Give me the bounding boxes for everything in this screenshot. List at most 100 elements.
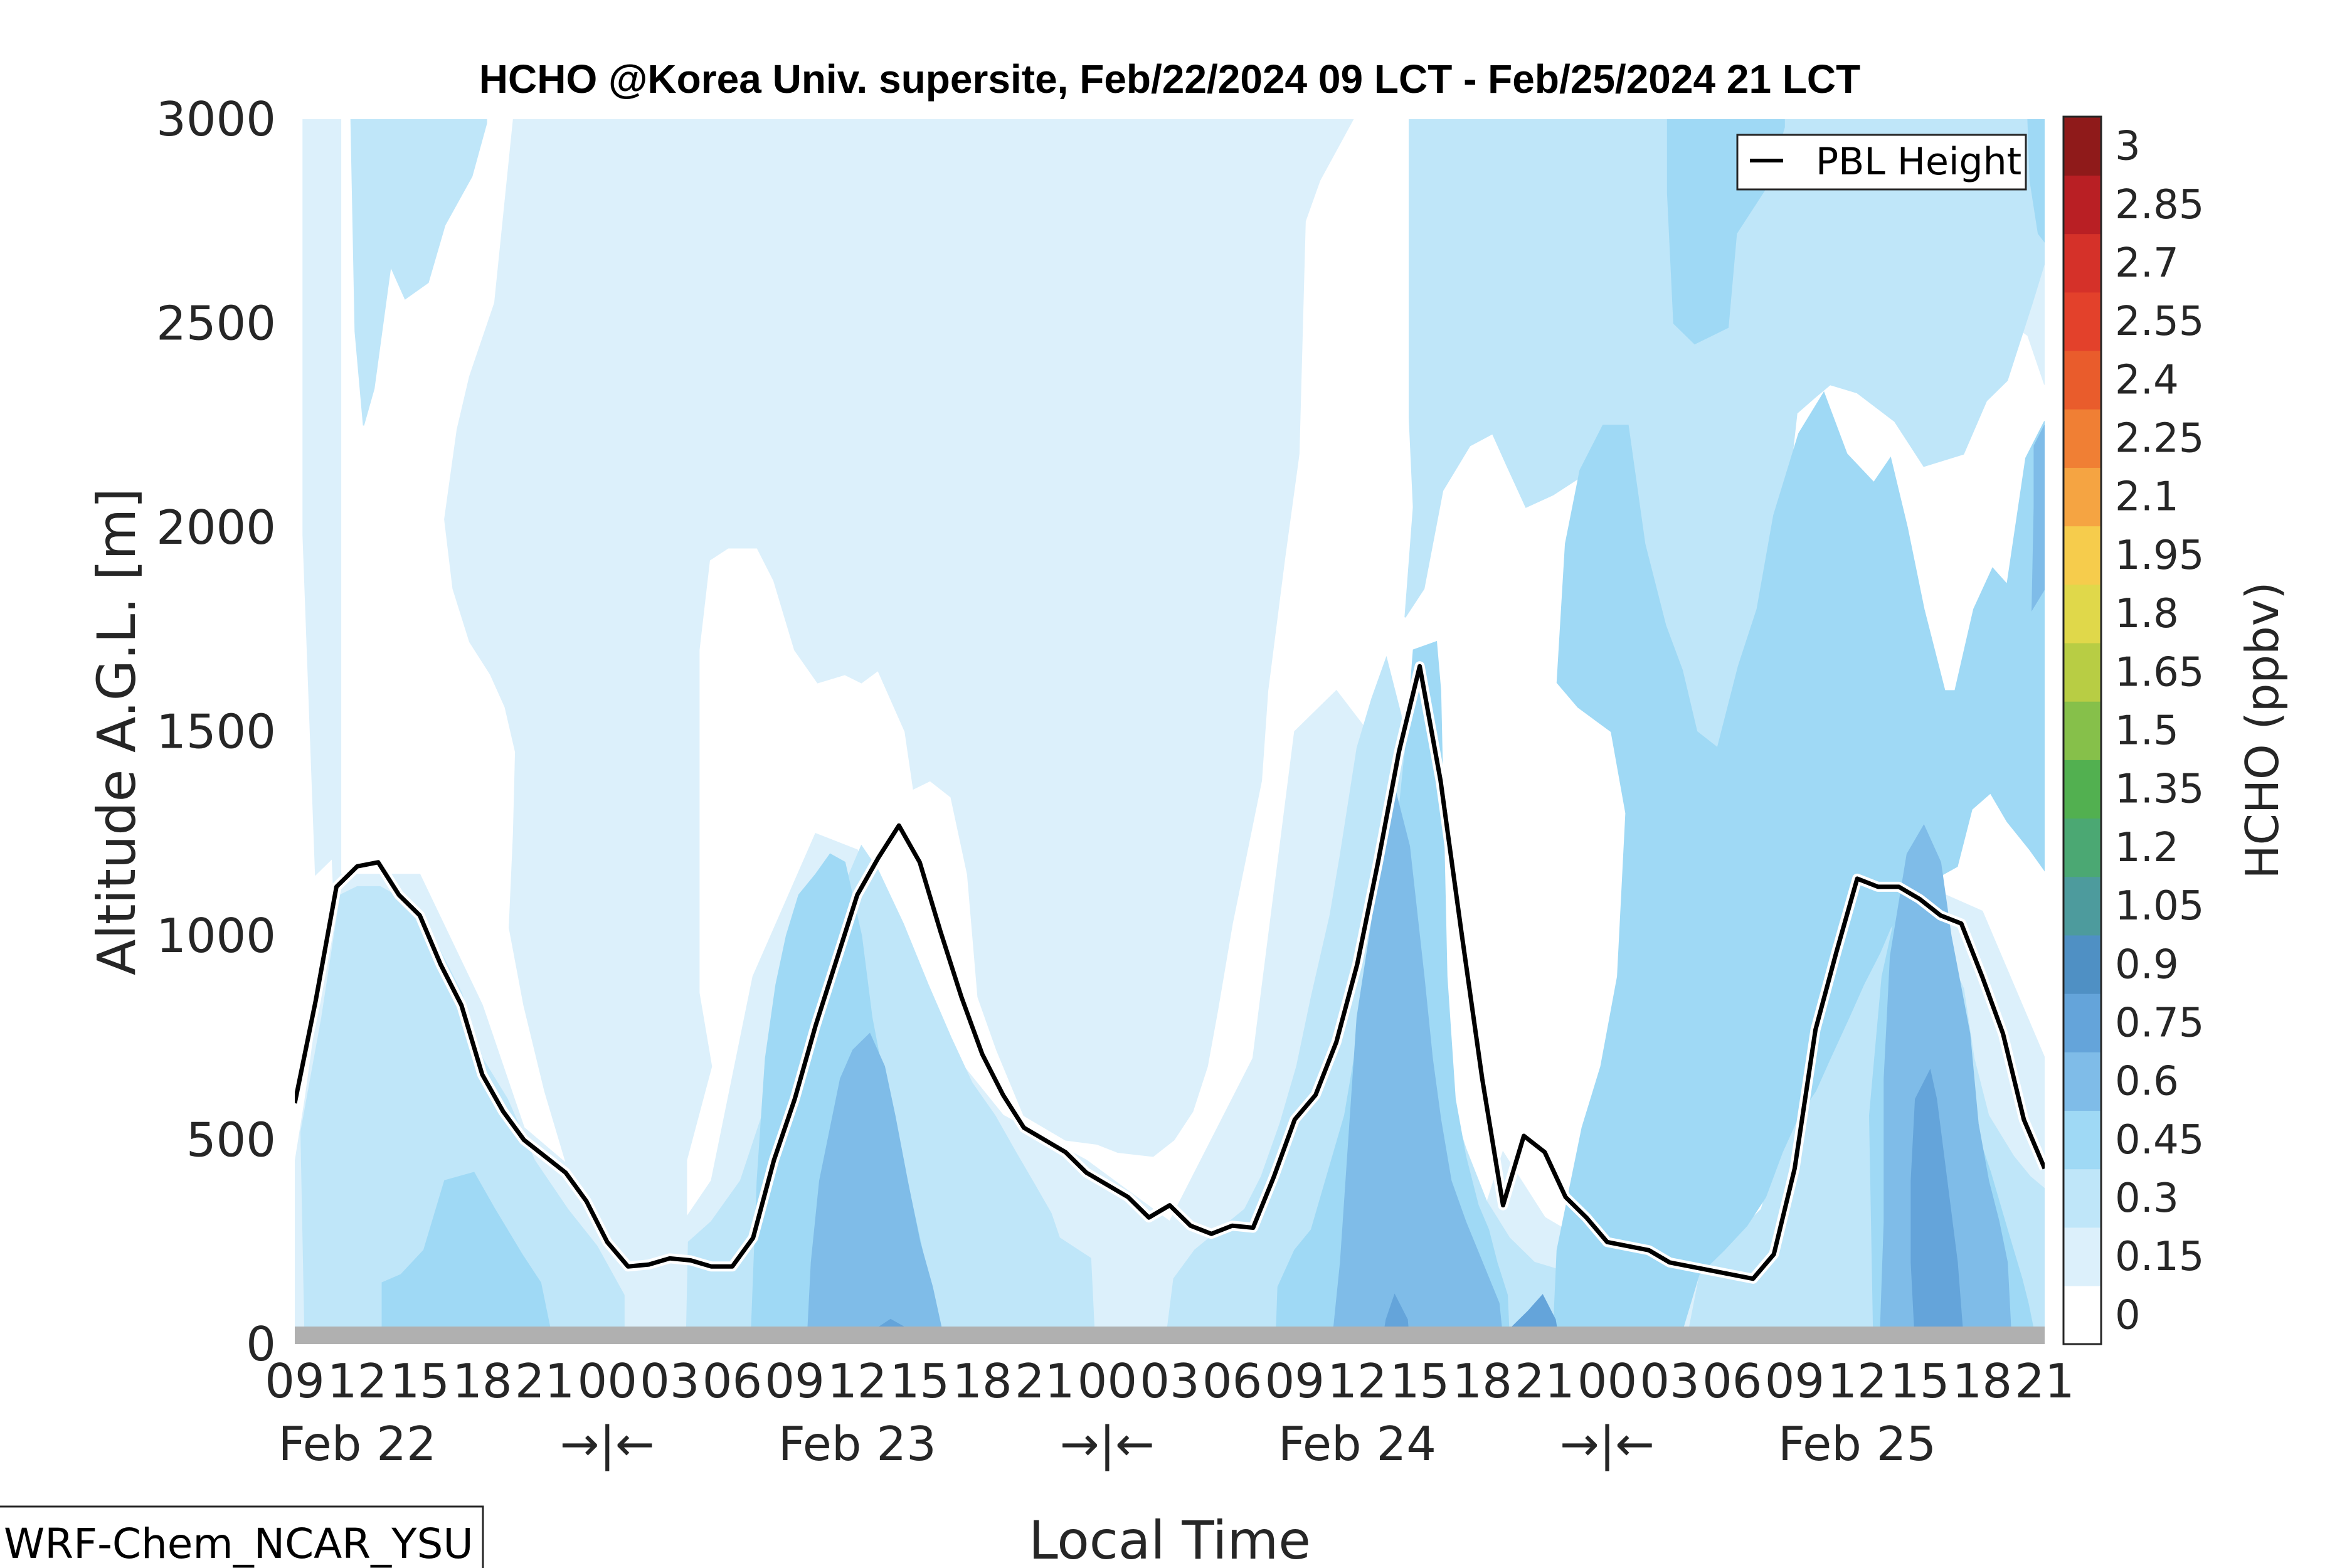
colorbar-swatch [2063, 642, 2101, 702]
colorbar-swatch [2063, 175, 2101, 235]
colorbar-swatch [2063, 760, 2101, 819]
colorbar-frame [2062, 115, 2102, 1345]
colorbar-tick-label: 3 [2115, 124, 2141, 170]
x-axis-label: Local Time [1029, 1510, 1311, 1568]
colorbar-tick-label: 1.65 [2115, 649, 2205, 696]
contour-field-0_75-3 [1910, 1068, 1964, 1344]
x-axis-ticks: 09 12 15 18 21 00 03 06 09 12 15 18 21 00 03 06 09 12 15 18… [265, 1353, 2074, 1409]
colorbar-swatch [2063, 818, 2101, 877]
x-tick-label: 21 [1515, 1353, 1574, 1409]
colorbar-tick-label: 2.85 [2115, 182, 2205, 228]
contour-field-0_6-0 [2032, 425, 2045, 612]
x-tick-label: 06 [702, 1353, 762, 1409]
day-label: Feb 24 [1278, 1416, 1436, 1471]
colorbar-swatch [2063, 1052, 2101, 1111]
contour-field-0_45-1 [2027, 119, 2045, 243]
colorbar-tick-label: 0.45 [2115, 1117, 2205, 1163]
colorbar-tick-label: 1.5 [2115, 708, 2179, 755]
colorbar-tick-label: 1.8 [2115, 591, 2179, 637]
contour-field-0_15-1 [444, 119, 1354, 1251]
colorbar-swatch [2063, 993, 2101, 1052]
colorbar-swatch [2063, 526, 2101, 585]
y-tick-label: 1000 [156, 908, 276, 963]
colorbar-swatch [2063, 408, 2101, 468]
x-tick-label: 00 [1078, 1353, 1137, 1409]
y-tick-label: 2000 [156, 500, 276, 555]
x-tick-label: 15 [1390, 1353, 1449, 1409]
chart-title: HCHO @Korea Univ. supersite, Feb/22/2024… [479, 56, 1860, 102]
x-tick-label: 12 [1827, 1353, 1887, 1409]
contour-field-0_3-0 [350, 119, 487, 426]
plot-area [295, 119, 2045, 1344]
model-annotation-text: WRF-Chem_NCAR_YSU [4, 1520, 474, 1568]
y-tick-label: 1500 [156, 704, 276, 760]
y-tick-label: 500 [186, 1113, 276, 1168]
x-tick-label: 18 [452, 1353, 512, 1409]
x-tick-label: 06 [1702, 1353, 1762, 1409]
colorbar-swatch [2063, 1110, 2101, 1170]
colorbar-swatch [2063, 233, 2101, 293]
day-label: Feb 23 [778, 1416, 936, 1471]
colorbar-tick-label: 1.95 [2115, 532, 2205, 579]
x-tick-label: 21 [515, 1353, 575, 1409]
x-tick-label: 09 [1265, 1353, 1325, 1409]
x-tick-label: 03 [1140, 1353, 1199, 1409]
colorbar: 0 0.15 0.3 0.45 0.6 0.75 0.9 1.05 1.2 1.35 1.5 1.65… [2062, 115, 2205, 1345]
colorbar-swatch [2063, 467, 2101, 527]
colorbar-swatch [2063, 1227, 2101, 1286]
y-tick-label: 2500 [156, 296, 276, 351]
colorbar-tick-label: 2.7 [2115, 240, 2179, 287]
colorbar-tick-label: 0.3 [2115, 1175, 2179, 1222]
x-tick-label: 12 [327, 1353, 387, 1409]
y-tick-label: 0 [246, 1316, 276, 1372]
colorbar-swatch [2063, 1168, 2101, 1228]
x-tick-label: 15 [890, 1353, 950, 1409]
colorbar-swatch [2063, 701, 2101, 760]
contour-field-0_6-1 [807, 1032, 946, 1344]
legend-box [1736, 134, 2027, 191]
x-tick-label: 03 [1640, 1353, 1699, 1409]
y-tick-label: 3000 [156, 92, 276, 147]
x-tick-label: 03 [640, 1353, 699, 1409]
colorbar-swatch [2063, 584, 2101, 644]
colorbar-tick-label: 1.35 [2115, 766, 2205, 813]
contour-field-0_45-3 [381, 1172, 554, 1344]
colorbar-tick-label: 1.2 [2115, 825, 2179, 871]
day-label: Feb 25 [1778, 1416, 1936, 1471]
legend: PBL Height [1736, 134, 2027, 191]
colorbar-swatch [2063, 117, 2101, 176]
pbl-height-series [295, 661, 2045, 1284]
colorbar-tick-label: 1.05 [2115, 883, 2205, 930]
x-tick-label: 18 [1452, 1353, 1512, 1409]
model-annotation-box [0, 1505, 484, 1568]
day-label: →|← [1060, 1416, 1155, 1471]
x-tick-label: 00 [577, 1353, 637, 1409]
colorbar-tick-label: 0.75 [2115, 1000, 2205, 1046]
colorbar-tick-label: 0.6 [2115, 1059, 2179, 1105]
contour-field-0_45-2 [1552, 391, 2045, 1344]
colorbar-tick-label: 0 [2115, 1292, 2141, 1338]
contour-field-0_3-2 [300, 886, 625, 1344]
day-label: →|← [560, 1416, 655, 1471]
x-tick-label: 09 [765, 1353, 824, 1409]
colorbar-swatch [2063, 876, 2101, 936]
model-annotation: WRF-Chem_NCAR_YSU [0, 1505, 484, 1568]
colorbar-swatch [2063, 1285, 2101, 1345]
colorbar-label: HCHO (ppbv) [2236, 581, 2289, 879]
colorbar-tick-label: 2.4 [2115, 357, 2179, 403]
x-tick-label: 15 [390, 1353, 450, 1409]
x-tick-label: 12 [827, 1353, 887, 1409]
x-tick-label: 12 [1327, 1353, 1387, 1409]
x-tick-label: 18 [1952, 1353, 2012, 1409]
day-label: Feb 22 [278, 1416, 437, 1471]
colorbar-swatch [2063, 935, 2101, 994]
x-tick-label: 09 [265, 1353, 324, 1409]
contour-field-0_15-0 [302, 119, 342, 1059]
legend-entry-pbl: PBL Height [1816, 140, 2021, 184]
colorbar-tick-label: 2.25 [2115, 416, 2205, 462]
x-tick-label: 21 [2015, 1353, 2074, 1409]
x-tick-label: 21 [1015, 1353, 1074, 1409]
x-tick-label: 00 [1577, 1353, 1637, 1409]
x-tick-label: 18 [952, 1353, 1012, 1409]
